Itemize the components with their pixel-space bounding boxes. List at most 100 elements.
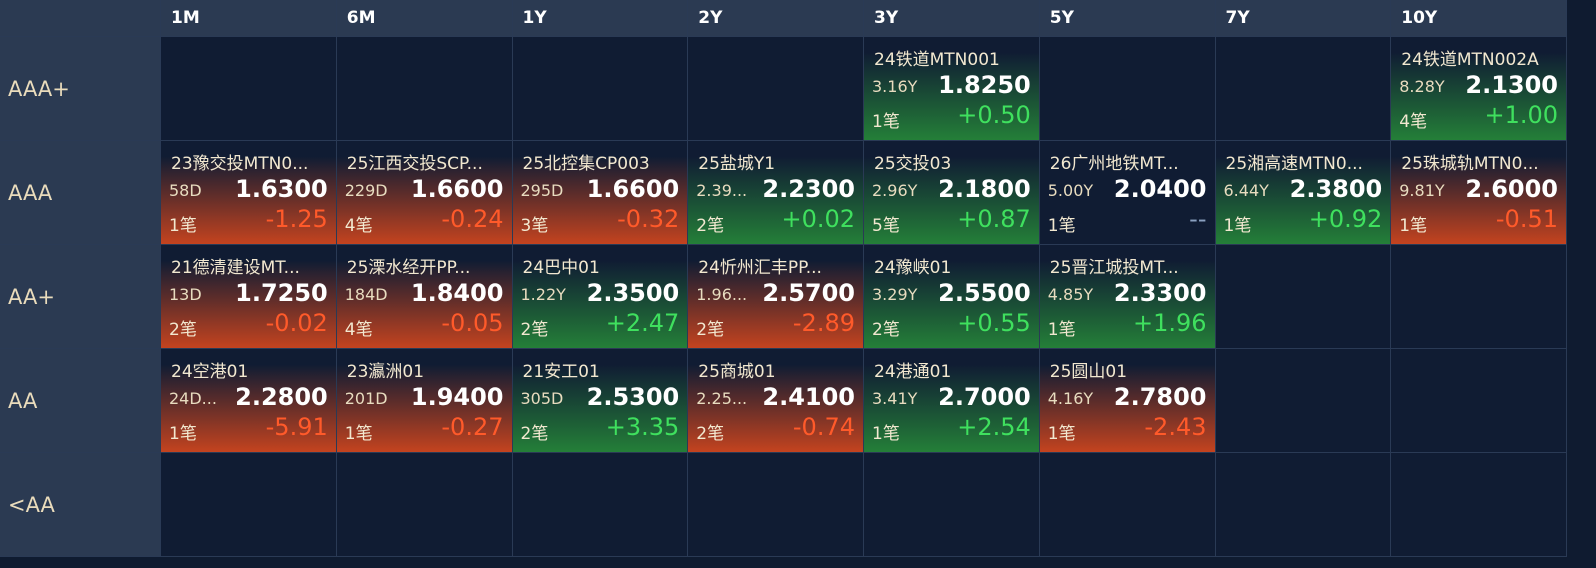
bond-yield: 2.1800 [938,175,1031,203]
bond-name: 21德清建设MT... [171,258,300,278]
yield-change: -0.24 [441,205,504,233]
bond-yield: 2.5300 [586,383,680,411]
bond-yield: 1.6300 [235,175,328,203]
yield-change: +0.50 [957,101,1031,129]
yield-change: -- [1189,205,1207,233]
bond-term: 2.39... [696,181,748,200]
bond-cell[interactable]: 25溧水经开PP... 184D 1.8400 4笔 -0.05 [336,245,512,348]
bond-yield: 2.1300 [1465,71,1558,99]
column-header: 10Y [1391,0,1566,36]
trade-count: 2笔 [872,320,900,340]
bond-cell[interactable]: 24铁道MTN001 3.16Y 1.8250 1笔 +0.50 [864,37,1039,140]
yield-change: +1.00 [1484,101,1558,129]
bond-cell[interactable]: 26广州地铁MT... 5.00Y 2.0400 1笔 -- [1039,141,1215,244]
yield-change: -0.51 [1495,205,1558,233]
bond-cell[interactable]: 24豫峡01 3.29Y 2.5500 2笔 +0.55 [864,245,1039,348]
bond-cell[interactable]: 25北控集CP003 295D 1.6600 3笔 -0.32 [512,141,688,244]
bond-cell[interactable]: 25交投03 2.96Y 2.1800 5笔 +0.87 [864,141,1039,244]
trade-count: 1笔 [1047,424,1076,444]
bond-cell[interactable]: 24空港01 24D... 2.2800 1笔 -5.91 [161,349,336,452]
bond-name: 25晋江城投MT... [1049,258,1179,278]
trade-count: 1笔 [872,112,900,132]
yield-change: +3.35 [605,413,680,441]
trade-count: 2笔 [696,320,725,340]
bond-term: 1.96... [696,285,748,304]
bond-cell[interactable]: 23豫交投MTN0... 58D 1.6300 1笔 -1.25 [161,141,336,244]
bond-cell[interactable]: 25圆山01 4.16Y 2.7800 1笔 -2.43 [1039,349,1215,452]
empty-cell [1391,453,1566,556]
bond-name: 24豫峡01 [874,258,952,278]
bond-yield: 1.7250 [235,279,328,307]
bond-yield: 2.5500 [938,279,1031,307]
yield-change: -0.27 [441,413,504,441]
bond-yield: 2.7000 [938,383,1031,411]
row-label: AAA [0,141,160,244]
bond-term: 2.25... [696,389,748,408]
yield-change: -2.89 [792,309,855,337]
bond-cell[interactable]: 25盐城Y1 2.39... 2.2300 2笔 +0.02 [688,141,863,244]
bond-cell[interactable]: 25珠城轨MTN0... 9.81Y 2.6000 1笔 -0.51 [1391,141,1566,244]
trade-count: 4笔 [344,216,373,236]
bond-cell[interactable]: 25湘高速MTN0... 6.44Y 2.3800 1笔 +0.92 [1215,141,1391,244]
bond-cell[interactable]: 25晋江城投MT... 4.85Y 2.3300 1笔 +1.96 [1039,245,1215,348]
bond-yield: 1.8250 [938,71,1031,99]
bond-name: 25湘高速MTN0... [1225,154,1363,174]
row-label: AA+ [0,245,160,348]
yield-change: -0.02 [265,309,328,337]
column-header: 1M [161,0,336,36]
trade-count: 2笔 [520,424,549,444]
bond-yield: 1.9400 [410,383,504,411]
bond-name: 24铁道MTN002A [1401,50,1539,70]
bond-cell[interactable]: 23瀛洲01 201D 1.9400 1笔 -0.27 [336,349,512,452]
bond-cell[interactable]: 21安工01 305D 2.5300 2笔 +3.35 [512,349,688,452]
trade-count: 1笔 [1047,320,1076,340]
yield-change: +0.92 [1308,205,1383,233]
yield-change: -5.91 [265,413,328,441]
bond-cell[interactable]: 25商城01 2.25... 2.4100 2笔 -0.74 [688,349,863,452]
bond-term: 6.44Y [1223,181,1269,200]
bond-yield: 2.6000 [1465,175,1558,203]
trade-count: 1笔 [1399,216,1428,236]
bond-name: 25溧水经开PP... [346,258,471,278]
bond-name: 24港通01 [874,362,952,382]
bond-term: 9.81Y [1399,181,1445,200]
bond-term: 229D [344,181,388,200]
bond-cell[interactable]: 25江西交投SCP... 229D 1.6600 4笔 -0.24 [336,141,512,244]
bond-cell[interactable]: 21德清建设MT... 13D 1.7250 2笔 -0.02 [161,245,336,348]
column-header: 2Y [688,0,863,36]
column-header: 3Y [864,0,1039,36]
trade-count: 1笔 [1223,216,1252,236]
empty-cell [688,453,863,556]
empty-cell [512,37,688,140]
bond-cell[interactable]: 24巴中01 1.22Y 2.3500 2笔 +2.47 [512,245,688,348]
bond-name: 24巴中01 [522,258,600,278]
bond-term: 3.29Y [872,285,918,304]
trade-count: 4笔 [344,320,373,340]
bond-name: 25北控集CP003 [522,154,650,174]
bond-yield: 2.2300 [762,175,855,203]
bond-yield: 2.5700 [762,279,855,307]
empty-cell [1039,37,1215,140]
corner-cell [0,0,160,36]
bond-yield: 1.6600 [586,175,680,203]
yield-change: -1.25 [265,205,328,233]
yield-change: +1.96 [1132,309,1207,337]
yield-change: -0.32 [617,205,680,233]
bond-cell[interactable]: 24忻州汇丰PP... 1.96... 2.5700 2笔 -2.89 [688,245,863,348]
empty-cell [512,453,688,556]
bond-term: 305D [520,389,564,408]
bond-cell[interactable]: 24铁道MTN002A 8.28Y 2.1300 4笔 +1.00 [1391,37,1566,140]
trade-count: 4笔 [1399,112,1428,132]
bond-name: 25圆山01 [1049,362,1128,382]
empty-cell [1391,245,1566,348]
empty-cell [336,453,512,556]
yield-change: +0.87 [957,205,1031,233]
bond-cell[interactable]: 24港通01 3.41Y 2.7000 1笔 +2.54 [864,349,1039,452]
column-header: 6M [336,0,512,36]
row-label: AA [0,349,160,452]
trade-count: 1笔 [872,424,900,444]
column-header: 5Y [1039,0,1215,36]
column-header: 7Y [1215,0,1391,36]
empty-cell [1215,453,1391,556]
bond-term: 5.00Y [1047,181,1094,200]
